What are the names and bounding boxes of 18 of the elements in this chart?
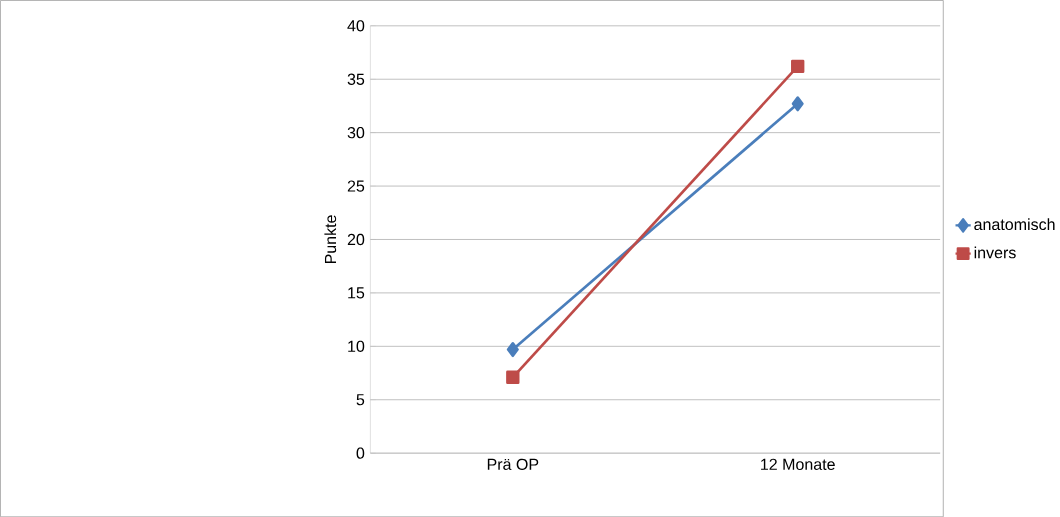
y-tick-label: 10: [348, 340, 365, 352]
point: [506, 370, 520, 384]
y-tick-label: 5: [356, 394, 365, 406]
point: [506, 341, 519, 357]
y-tick-label: 0: [356, 447, 365, 459]
y-tick-label: 25: [347, 180, 365, 192]
x-tick-label: 12 Monate: [761, 458, 835, 470]
legend-label: anatomisch: [974, 218, 1055, 230]
y-tick-label: 30: [347, 126, 365, 139]
legend-label: invers: [974, 246, 1016, 259]
y-axis-title: Punkte: [324, 215, 337, 263]
point: [791, 96, 804, 112]
y-tick-label: 15: [348, 287, 365, 299]
y-tick-label: 20: [347, 233, 365, 246]
x-tick-label: Prä OP: [487, 458, 539, 470]
point: [791, 59, 805, 73]
y-tick-label: 40: [347, 20, 365, 32]
y-tick-label: 35: [347, 73, 365, 85]
